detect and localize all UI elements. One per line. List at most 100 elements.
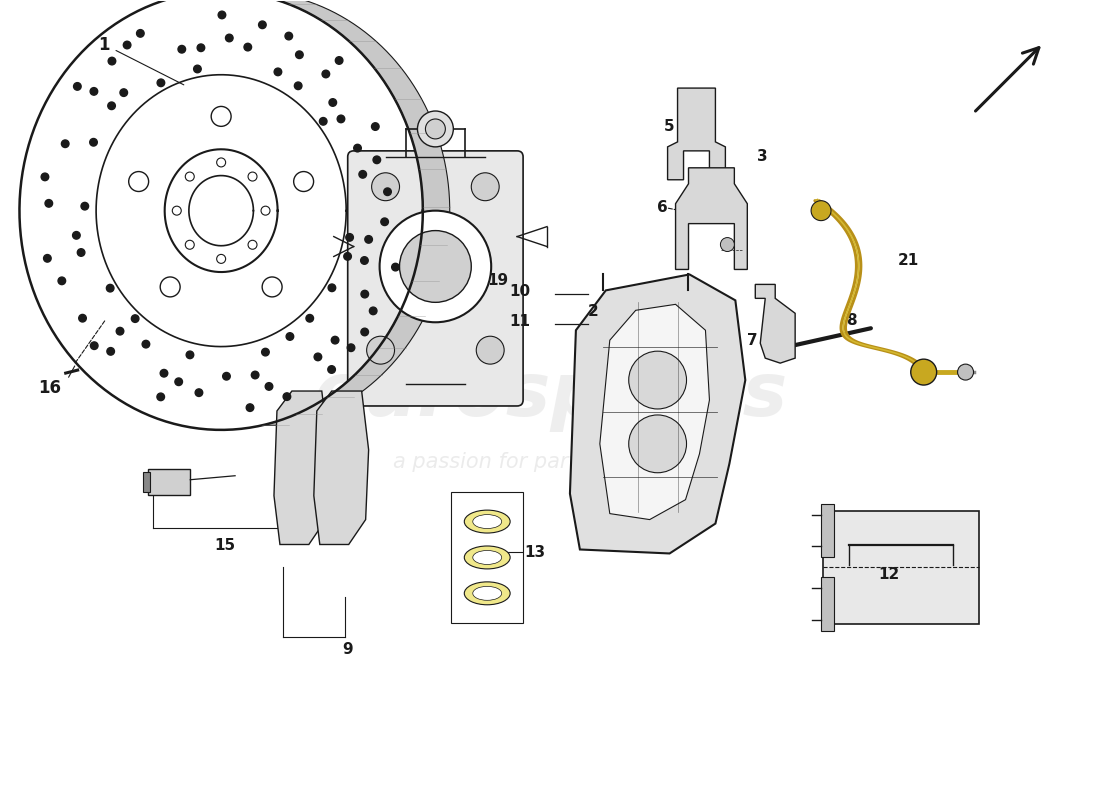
Circle shape	[348, 344, 355, 351]
Circle shape	[315, 353, 321, 361]
Bar	[823, 510, 979, 624]
Circle shape	[197, 44, 205, 51]
Polygon shape	[675, 168, 747, 270]
Circle shape	[274, 68, 282, 76]
Polygon shape	[570, 274, 746, 554]
Circle shape	[244, 43, 252, 51]
Circle shape	[336, 57, 343, 64]
Circle shape	[262, 348, 270, 356]
Circle shape	[222, 373, 230, 380]
Circle shape	[123, 42, 131, 49]
Circle shape	[246, 404, 254, 411]
Circle shape	[226, 34, 233, 42]
Text: 15: 15	[214, 538, 235, 553]
Circle shape	[418, 111, 453, 147]
Bar	[821, 504, 834, 558]
Circle shape	[90, 87, 98, 95]
Circle shape	[958, 364, 974, 380]
Circle shape	[379, 210, 492, 322]
Circle shape	[322, 70, 330, 78]
Bar	[821, 578, 834, 631]
Circle shape	[186, 351, 194, 358]
Circle shape	[285, 32, 293, 40]
Circle shape	[73, 231, 80, 239]
Circle shape	[62, 140, 69, 147]
Text: 6: 6	[657, 200, 668, 215]
Text: 11: 11	[509, 314, 530, 329]
Text: 2: 2	[587, 304, 598, 319]
Circle shape	[629, 351, 686, 409]
Circle shape	[41, 173, 48, 181]
Circle shape	[283, 393, 290, 401]
Ellipse shape	[464, 582, 510, 605]
Ellipse shape	[473, 514, 502, 529]
Circle shape	[372, 122, 379, 130]
Circle shape	[90, 138, 97, 146]
Circle shape	[81, 202, 89, 210]
Circle shape	[354, 144, 361, 152]
Circle shape	[329, 98, 337, 106]
Circle shape	[359, 170, 366, 178]
Text: 5: 5	[664, 119, 675, 134]
Polygon shape	[314, 391, 369, 545]
Circle shape	[175, 378, 183, 386]
Circle shape	[361, 290, 368, 298]
Text: 21: 21	[898, 253, 920, 268]
Ellipse shape	[473, 550, 502, 565]
Polygon shape	[600, 304, 710, 519]
Circle shape	[90, 342, 98, 350]
Text: 8: 8	[846, 313, 856, 328]
Circle shape	[345, 234, 353, 241]
Circle shape	[306, 314, 313, 322]
Text: a passion for parts since 1985: a passion for parts since 1985	[393, 452, 707, 472]
Text: 19: 19	[487, 273, 508, 288]
Circle shape	[108, 58, 115, 65]
Circle shape	[136, 30, 144, 37]
Circle shape	[45, 199, 53, 207]
Circle shape	[107, 284, 114, 292]
Circle shape	[295, 82, 302, 90]
Polygon shape	[274, 391, 329, 545]
Text: 3: 3	[757, 150, 768, 164]
Text: 10: 10	[509, 284, 530, 299]
Text: 12: 12	[878, 567, 900, 582]
Circle shape	[44, 254, 52, 262]
Circle shape	[258, 21, 266, 29]
Bar	[148, 469, 190, 494]
Circle shape	[370, 307, 377, 314]
Ellipse shape	[473, 586, 502, 600]
Circle shape	[108, 102, 115, 110]
Circle shape	[195, 389, 202, 397]
Circle shape	[476, 336, 504, 364]
Circle shape	[157, 393, 165, 401]
Circle shape	[344, 253, 351, 260]
Text: 1: 1	[98, 36, 109, 54]
Polygon shape	[668, 88, 725, 180]
Circle shape	[426, 119, 446, 139]
Circle shape	[365, 235, 373, 243]
Circle shape	[361, 328, 368, 336]
Circle shape	[331, 336, 339, 344]
Circle shape	[361, 257, 368, 264]
Circle shape	[366, 336, 395, 364]
Circle shape	[296, 51, 304, 58]
Circle shape	[251, 371, 258, 378]
Circle shape	[720, 238, 735, 251]
Circle shape	[328, 366, 336, 374]
Circle shape	[74, 82, 81, 90]
FancyBboxPatch shape	[348, 151, 524, 406]
Circle shape	[131, 315, 139, 322]
Circle shape	[372, 173, 399, 201]
Circle shape	[911, 359, 937, 385]
Text: 13: 13	[524, 545, 546, 560]
Circle shape	[384, 188, 392, 195]
Text: eurospares: eurospares	[312, 358, 788, 431]
Bar	[143, 472, 151, 492]
Circle shape	[328, 284, 336, 291]
Text: 16: 16	[39, 379, 62, 397]
Circle shape	[373, 156, 381, 164]
Circle shape	[629, 415, 686, 473]
Ellipse shape	[464, 546, 510, 569]
Circle shape	[157, 79, 165, 86]
Circle shape	[338, 115, 344, 122]
